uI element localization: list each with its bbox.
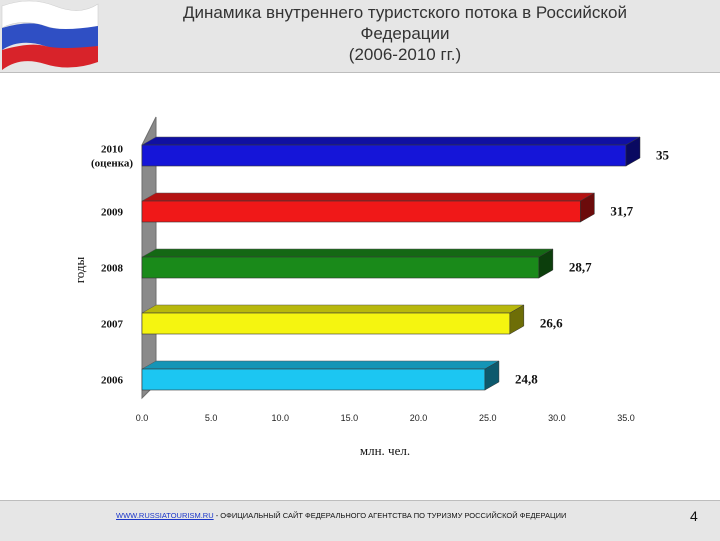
data-label: 28,7 — [569, 260, 592, 275]
category-label: 2006 — [101, 375, 124, 387]
russian-flag-icon — [1, 0, 99, 70]
x-tick-label: 25.0 — [479, 413, 497, 423]
bar-side-face — [538, 248, 554, 279]
slide-header: Динамика внутреннего туристского потока … — [0, 0, 720, 73]
data-label: 35 — [656, 148, 670, 163]
bar — [141, 144, 627, 167]
x-tick-label: 10.0 — [272, 413, 290, 423]
footer-description: - ОФИЦИАЛЬНЫЙ САЙТ ФЕДЕРАЛЬНОГО АГЕНТСТВ… — [213, 511, 567, 520]
x-tick-label: 35.0 — [617, 413, 635, 423]
data-label: 31,7 — [610, 204, 633, 219]
category-label: (оценка) — [91, 158, 133, 170]
x-tick-label: 15.0 — [341, 413, 359, 423]
category-label: 2008 — [101, 263, 124, 275]
data-label: 24,8 — [515, 372, 538, 387]
y-axis-title: годы — [72, 256, 87, 283]
bar — [141, 312, 511, 335]
bar-side-face — [484, 360, 500, 391]
bar-side-face — [580, 192, 595, 223]
category-label: 2010 — [101, 144, 124, 156]
slide-title: Динамика внутреннего туристского потока … — [120, 2, 690, 65]
title-line-1: Динамика внутреннего туристского потока … — [183, 3, 627, 22]
title-line-2: Федерации — [360, 24, 450, 43]
bar-side-face — [625, 136, 641, 167]
bar-side-face — [509, 304, 525, 335]
bar-top-face — [141, 248, 554, 258]
footer-link[interactable]: WWW.RUSSIATOURISM.RU — [116, 511, 214, 520]
page-number: 4 — [690, 508, 698, 524]
x-tick-label: 0.0 — [136, 413, 149, 423]
bar — [141, 256, 540, 279]
bar-top-face — [141, 136, 641, 146]
slide-footer: WWW.RUSSIATOURISM.RU - ОФИЦИАЛЬНЫЙ САЙТ … — [0, 500, 720, 541]
x-tick-label: 30.0 — [548, 413, 566, 423]
category-label: 2007 — [101, 319, 124, 331]
title-line-3: (2006-2010 гг.) — [348, 45, 462, 64]
bar-chart: 35 2010 (оценка) 31,7 2009 28,7 2008 26,6 2007 24… — [72, 116, 670, 458]
bar-top-face — [141, 304, 525, 314]
bar-top-face — [141, 360, 500, 370]
bar-top-face — [141, 192, 596, 202]
x-tick-label: 20.0 — [410, 413, 428, 423]
bar — [141, 200, 581, 223]
x-tick-label: 5.0 — [205, 413, 218, 423]
category-label: 2009 — [101, 207, 124, 219]
bar — [141, 368, 486, 391]
data-label: 26,6 — [540, 316, 563, 331]
x-axis-title: млн. чел. — [360, 443, 410, 458]
footer-text: WWW.RUSSIATOURISM.RU - ОФИЦИАЛЬНЫЙ САЙТ … — [116, 511, 566, 520]
